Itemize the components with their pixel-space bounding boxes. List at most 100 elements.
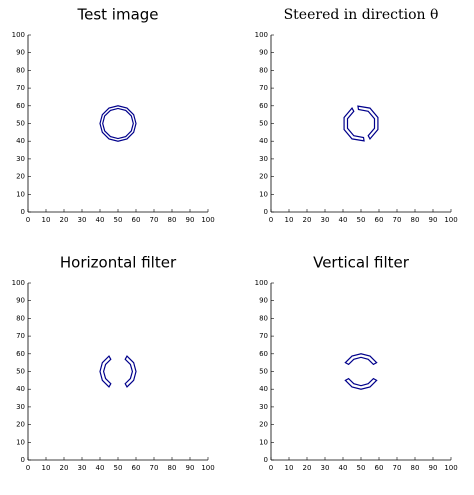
x-tick-label: 100 [444, 464, 457, 472]
x-tick-label: 60 [375, 216, 384, 224]
y-tick-label: 20 [16, 421, 25, 429]
y-tick-label: 0 [264, 208, 268, 216]
y-tick-label: 50 [259, 368, 268, 376]
contour-line [357, 105, 379, 140]
y-tick-label: 90 [259, 49, 268, 57]
y-tick-label: 40 [259, 137, 268, 145]
y-tick-label: 10 [16, 438, 25, 446]
x-tick-label: 80 [168, 464, 177, 472]
x-tick-label: 30 [321, 216, 330, 224]
y-tick-label: 70 [259, 84, 268, 92]
y-tick-label: 20 [259, 173, 268, 181]
y-tick-label: 100 [255, 31, 268, 39]
y-tick-label: 40 [259, 385, 268, 393]
x-tick-label: 40 [96, 216, 105, 224]
x-tick-label: 0 [26, 216, 30, 224]
y-tick-label: 80 [259, 314, 268, 322]
y-tick-label: 60 [16, 102, 25, 110]
y-tick-label: 90 [259, 297, 268, 305]
y-tick-label: 30 [16, 155, 25, 163]
y-tick-label: 50 [16, 120, 25, 128]
y-tick-label: 30 [259, 155, 268, 163]
x-tick-label: 40 [339, 464, 348, 472]
y-tick-label: 80 [16, 66, 25, 74]
y-tick-label: 30 [16, 403, 25, 411]
y-tick-label: 0 [21, 208, 25, 216]
x-tick-label: 50 [357, 216, 366, 224]
y-tick-label: 60 [259, 350, 268, 358]
contour-line [344, 377, 378, 390]
y-tick-label: 100 [12, 279, 25, 287]
x-tick-label: 10 [285, 464, 294, 472]
y-tick-label: 10 [16, 190, 25, 198]
x-tick-label: 60 [375, 464, 384, 472]
x-tick-label: 30 [78, 216, 87, 224]
y-tick-label: 90 [16, 297, 25, 305]
y-tick-label: 80 [259, 66, 268, 74]
x-tick-label: 70 [150, 216, 159, 224]
y-tick-label: 10 [259, 190, 268, 198]
x-tick-label: 40 [339, 216, 348, 224]
x-tick-label: 0 [269, 464, 273, 472]
x-tick-label: 50 [114, 216, 123, 224]
x-tick-label: 20 [60, 216, 69, 224]
x-tick-label: 60 [132, 216, 141, 224]
x-tick-label: 10 [42, 216, 51, 224]
contour-line [124, 355, 137, 388]
y-tick-label: 100 [12, 31, 25, 39]
x-tick-label: 30 [321, 464, 330, 472]
y-tick-label: 40 [16, 137, 25, 145]
contour-line [102, 107, 134, 140]
contour-line [99, 105, 137, 142]
x-tick-label: 80 [168, 216, 177, 224]
y-tick-label: 60 [259, 102, 268, 110]
x-tick-label: 90 [186, 464, 195, 472]
x-tick-label: 50 [357, 464, 366, 472]
x-tick-label: 90 [186, 216, 195, 224]
y-tick-label: 90 [16, 49, 25, 57]
x-tick-label: 20 [60, 464, 69, 472]
x-tick-label: 100 [201, 216, 214, 224]
y-tick-label: 0 [21, 456, 25, 464]
chart-title: Steered in direction θ [284, 7, 439, 23]
x-tick-label: 80 [411, 464, 420, 472]
y-tick-label: 20 [259, 421, 268, 429]
x-tick-label: 80 [411, 216, 420, 224]
contour-line [99, 355, 112, 388]
x-tick-label: 70 [150, 464, 159, 472]
x-tick-label: 40 [96, 464, 105, 472]
x-tick-label: 90 [429, 464, 438, 472]
y-tick-label: 60 [16, 350, 25, 358]
x-tick-label: 30 [78, 464, 87, 472]
x-tick-label: 100 [444, 216, 457, 224]
x-tick-label: 50 [114, 464, 123, 472]
x-tick-label: 10 [42, 464, 51, 472]
x-tick-label: 70 [393, 464, 402, 472]
contour-line [343, 107, 365, 142]
y-tick-label: 70 [16, 84, 25, 92]
chart-title: Horizontal filter [60, 254, 177, 272]
y-tick-label: 70 [259, 332, 268, 340]
x-tick-label: 20 [303, 216, 312, 224]
contour-line [344, 353, 378, 366]
y-tick-label: 100 [255, 279, 268, 287]
x-tick-label: 100 [201, 464, 214, 472]
x-tick-label: 0 [269, 216, 273, 224]
y-tick-label: 10 [259, 438, 268, 446]
y-tick-label: 70 [16, 332, 25, 340]
x-tick-label: 90 [429, 216, 438, 224]
y-tick-label: 20 [16, 173, 25, 181]
y-tick-label: 30 [259, 403, 268, 411]
y-tick-label: 0 [264, 456, 268, 464]
chart-title: Vertical filter [313, 254, 410, 272]
chart-title: Test image [76, 6, 158, 24]
y-tick-label: 50 [16, 368, 25, 376]
y-tick-label: 50 [259, 120, 268, 128]
y-tick-label: 80 [16, 314, 25, 322]
x-tick-label: 70 [393, 216, 402, 224]
y-tick-label: 40 [16, 385, 25, 393]
x-tick-label: 20 [303, 464, 312, 472]
x-tick-label: 60 [132, 464, 141, 472]
x-tick-label: 10 [285, 216, 294, 224]
